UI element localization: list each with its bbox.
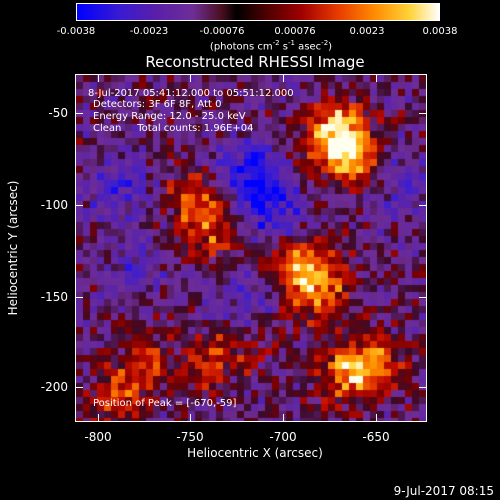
y-tick-label: -150	[40, 290, 68, 304]
tick-mark	[98, 414, 99, 421]
tick-mark	[76, 113, 83, 114]
y-axis-label: Heliocentric Y (arcsec)	[6, 180, 20, 316]
colorbar-tick: -0.00076	[199, 26, 245, 37]
colorbar-tick: -0.0023	[129, 26, 169, 37]
x-tick-label: -800	[84, 430, 112, 444]
tick-mark	[76, 205, 83, 206]
tick-mark	[419, 113, 426, 114]
heatmap-canvas	[76, 75, 426, 421]
energy-range-label: Energy Range: 12.0 - 25.0 keV	[93, 111, 246, 122]
tick-mark	[190, 414, 191, 421]
peak-position-label: Position of Peak = [-670,-59]	[93, 398, 237, 409]
rhessi-image-plot	[75, 74, 427, 422]
colorbar	[76, 3, 440, 21]
x-tick-label: -700	[269, 430, 297, 444]
time-range-label: 8-Jul-2017 05:41:12.000 to 05:51:12.000	[88, 88, 294, 99]
tick-mark	[419, 387, 426, 388]
colorbar-tick: 0.0038	[422, 26, 458, 37]
x-axis-label: Heliocentric X (arcsec)	[187, 446, 323, 460]
detectors-label: Detectors: 3F 6F 8F, Att 0	[93, 99, 222, 110]
tick-mark	[283, 414, 284, 421]
x-tick-label: -650	[362, 430, 390, 444]
colorbar-tick: 0.0023	[349, 26, 385, 37]
y-tick-label: -50	[48, 106, 68, 120]
tick-mark	[76, 297, 83, 298]
clean-counts-label: Clean Total counts: 1.96E+04	[93, 123, 254, 134]
x-tick-label: -750	[176, 430, 204, 444]
tick-mark	[283, 75, 284, 82]
tick-mark	[190, 75, 191, 82]
tick-mark	[376, 75, 377, 82]
tick-mark	[76, 387, 83, 388]
colorbar-unit: (photons cm-2 s-1 asec-2)	[209, 39, 333, 53]
tick-mark	[419, 205, 426, 206]
plot-title: Reconstructed RHESSI Image	[145, 53, 365, 71]
y-tick-label: -200	[40, 380, 68, 394]
colorbar-tick: -0.0038	[56, 26, 96, 37]
tick-mark	[419, 297, 426, 298]
y-tick-label: -100	[40, 198, 68, 212]
tick-mark	[376, 414, 377, 421]
colorbar-tick: 0.00076	[274, 26, 316, 37]
tick-mark	[98, 75, 99, 82]
timestamp: 9-Jul-2017 08:15	[393, 484, 494, 498]
